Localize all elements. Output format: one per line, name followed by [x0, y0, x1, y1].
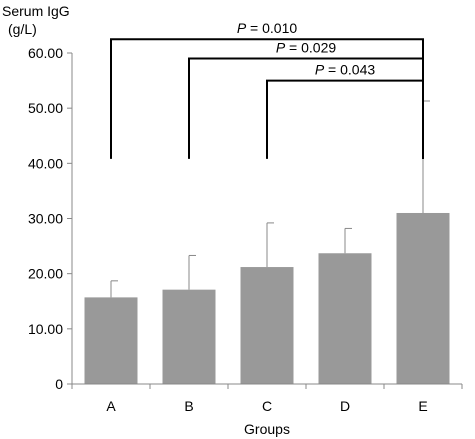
bar-A: [84, 297, 138, 384]
y-tick-label: 10.00: [28, 321, 63, 337]
p-value-C-E: P = 0.043: [315, 62, 376, 78]
x-tick-label: A: [106, 398, 116, 414]
p-letter: P: [276, 40, 286, 56]
p-letter: P: [315, 62, 325, 78]
bar-D: [318, 253, 372, 384]
bars: [84, 212, 450, 384]
y-tick-label: 40.00: [28, 155, 63, 171]
x-tick-label: D: [340, 398, 350, 414]
x-tick-label: C: [262, 398, 272, 414]
bar-E: [396, 212, 450, 384]
p-letter: P: [237, 20, 247, 36]
bracket-B-E: [188, 57, 424, 159]
bar-C: [240, 267, 294, 384]
x-tick-label: E: [418, 398, 427, 414]
y-tick-label: 0: [55, 376, 63, 392]
y-axis-title-line2: (g/L): [8, 21, 37, 37]
p-value-text: = 0.010: [246, 20, 297, 36]
x-axis-labels: A B C D E: [106, 398, 427, 414]
p-value-A-E: P = 0.010: [237, 20, 298, 36]
y-axis-ticks: 0 10.00 20.00 30.00 40.00 50.00 60.00: [28, 45, 463, 392]
bracket-C-E: [266, 79, 424, 159]
p-value-text: = 0.029: [285, 40, 336, 56]
y-axis-title-line1: Serum IgG: [2, 3, 70, 19]
x-tick-label: B: [184, 398, 193, 414]
p-value-text: = 0.043: [324, 62, 375, 78]
y-tick-label: 50.00: [28, 100, 63, 116]
y-tick-label: 60.00: [28, 45, 63, 61]
y-tick-label: 30.00: [28, 211, 63, 227]
bar-B: [162, 289, 216, 384]
y-tick-label: 20.00: [28, 266, 63, 282]
x-axis-title: Groups: [244, 421, 290, 437]
p-value-B-E: P = 0.029: [276, 40, 337, 56]
